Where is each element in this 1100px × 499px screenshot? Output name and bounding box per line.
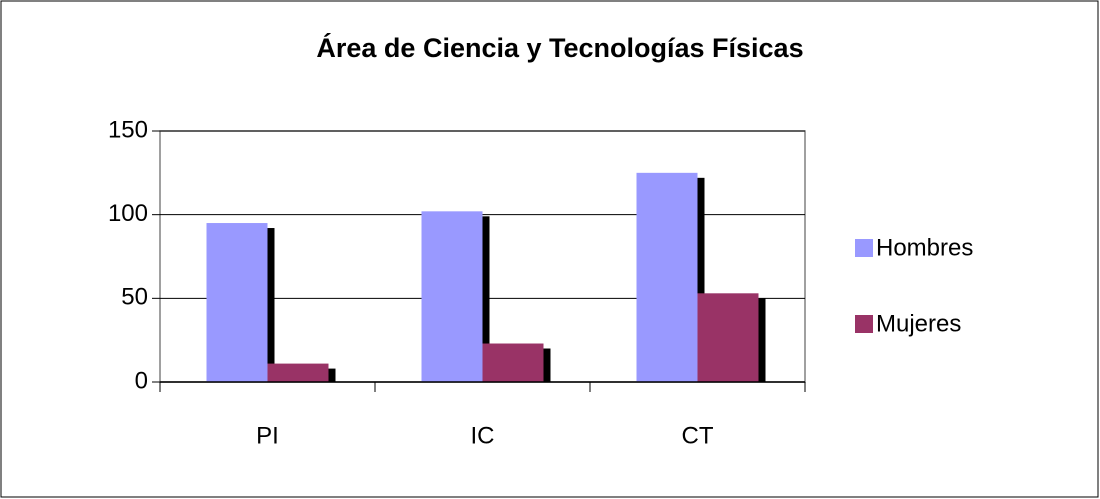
bar: [421, 211, 483, 382]
y-tick-label: 0: [135, 367, 148, 394]
x-tick-label: CT: [682, 422, 714, 449]
y-tick-label: 100: [108, 200, 148, 227]
legend-swatch: [855, 315, 873, 333]
x-tick-label: IC: [471, 422, 495, 449]
x-tick-label: PI: [256, 422, 279, 449]
bar: [267, 363, 329, 382]
bar: [636, 172, 698, 382]
bar: [206, 223, 268, 382]
legend-label: Mujeres: [876, 310, 961, 337]
y-tick-label: 50: [121, 284, 148, 311]
legend-label: Hombres: [876, 234, 973, 261]
chart-title: Área de Ciencia y Tecnologías Físicas: [316, 32, 803, 63]
bar: [482, 343, 544, 382]
bar: [697, 293, 759, 382]
y-tick-label: 150: [108, 116, 148, 143]
legend-swatch: [855, 239, 873, 257]
